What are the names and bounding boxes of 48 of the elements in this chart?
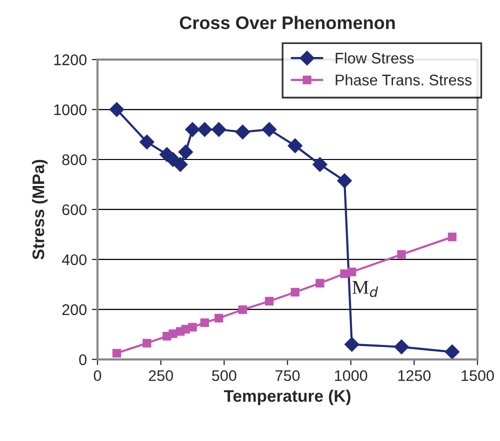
y-tick-label: 800 xyxy=(62,154,86,166)
point xyxy=(188,322,197,332)
point xyxy=(344,337,360,352)
point xyxy=(337,173,352,188)
chart-title: Cross Over Phenomenon xyxy=(180,16,395,30)
x-tick-label: 1000 xyxy=(335,370,368,382)
x-tick-label: 1250 xyxy=(398,370,431,382)
legend-label: Phase Trans. Stress xyxy=(336,74,472,86)
point xyxy=(109,102,124,117)
point xyxy=(172,157,188,172)
point xyxy=(348,268,356,276)
point xyxy=(290,288,300,297)
x-axis-title: Temperature (K) xyxy=(224,390,350,406)
x-tick-label: 1500 xyxy=(462,370,494,382)
point xyxy=(214,314,224,323)
point xyxy=(142,338,152,348)
point xyxy=(140,134,154,150)
point xyxy=(264,296,274,306)
y-tick-label: 0 xyxy=(79,354,86,366)
point xyxy=(168,329,178,338)
x-tick-label: 500 xyxy=(212,370,236,382)
point xyxy=(197,122,212,137)
point xyxy=(238,305,247,314)
annotation: M$_{d}$ xyxy=(352,280,378,298)
point xyxy=(178,144,194,160)
point xyxy=(312,157,328,172)
y-tick-label: 200 xyxy=(62,304,86,316)
point xyxy=(444,344,460,360)
point xyxy=(394,340,409,354)
x-tick-label: 250 xyxy=(148,370,173,382)
x-tick-label: 750 xyxy=(276,370,300,382)
y-tick-label: 1000 xyxy=(54,104,86,116)
y-tick-label: 600 xyxy=(62,204,86,216)
y-axis-title: Stress (MPa) xyxy=(32,160,48,260)
y-tick-label: 400 xyxy=(62,254,86,266)
point xyxy=(288,138,302,154)
point xyxy=(262,122,277,137)
legend-label: Flow Stress xyxy=(336,52,414,64)
x-tick-label: 0 xyxy=(94,370,102,382)
point xyxy=(211,122,226,137)
point xyxy=(316,278,324,288)
point xyxy=(112,348,122,358)
point xyxy=(200,318,209,328)
point xyxy=(235,124,250,140)
point xyxy=(448,232,457,242)
point xyxy=(397,250,406,259)
y-tick-label: 1200 xyxy=(54,54,86,66)
point xyxy=(185,122,200,137)
